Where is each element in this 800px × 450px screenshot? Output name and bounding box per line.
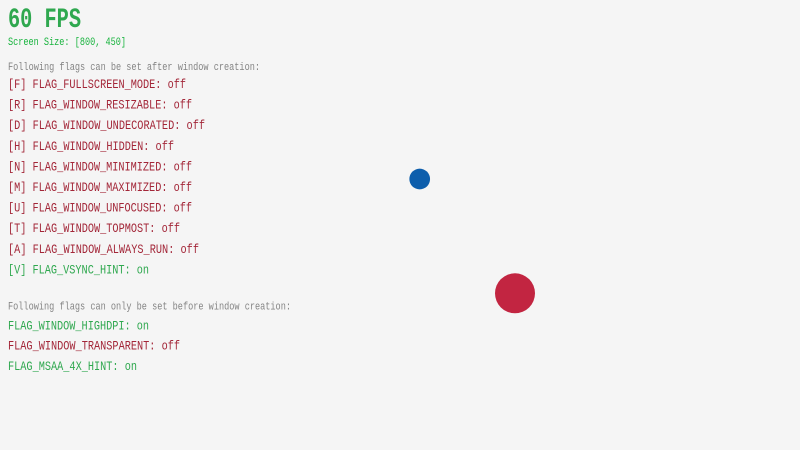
svg-text:FLAG_MSAA_4X_HINT: on: FLAG_MSAA_4X_HINT: on	[8, 359, 137, 374]
svg-text:[T] FLAG_WINDOW_TOPMOST: off: [T] FLAG_WINDOW_TOPMOST: off	[8, 221, 180, 236]
svg-text:[U] FLAG_WINDOW_UNFOCUSED: off: [U] FLAG_WINDOW_UNFOCUSED: off	[8, 201, 192, 216]
svg-text:Following flags can be set aft: Following flags can be set after window …	[8, 62, 260, 74]
svg-text:60 FPS: 60 FPS	[8, 5, 81, 36]
svg-text:[D] FLAG_WINDOW_UNDECORATED: o: [D] FLAG_WINDOW_UNDECORATED: off	[8, 118, 205, 133]
svg-text:Screen Size: [800, 450]: Screen Size: [800, 450]	[8, 37, 126, 49]
svg-text:[A] FLAG_WINDOW_ALWAYS_RUN: of: [A] FLAG_WINDOW_ALWAYS_RUN: off	[8, 242, 199, 257]
svg-text:[N] FLAG_WINDOW_MINIMIZED: off: [N] FLAG_WINDOW_MINIMIZED: off	[8, 159, 192, 174]
svg-text:[R] FLAG_WINDOW_RESIZABLE: off: [R] FLAG_WINDOW_RESIZABLE: off	[8, 98, 192, 113]
svg-text:[H] FLAG_WINDOW_HIDDEN: off: [H] FLAG_WINDOW_HIDDEN: off	[8, 139, 174, 154]
svg-text:[F] FLAG_FULLSCREEN_MODE: off: [F] FLAG_FULLSCREEN_MODE: off	[8, 77, 186, 92]
svg-text:[M] FLAG_WINDOW_MAXIMIZED: off: [M] FLAG_WINDOW_MAXIMIZED: off	[8, 180, 192, 195]
svg-text:Following flags can only be se: Following flags can only be set before w…	[8, 302, 291, 314]
svg-text:[V] FLAG_VSYNC_HINT: on: [V] FLAG_VSYNC_HINT: on	[8, 262, 149, 277]
svg-text:FLAG_WINDOW_HIGHDPI: on: FLAG_WINDOW_HIGHDPI: on	[8, 318, 149, 333]
svg-text:FLAG_WINDOW_TRANSPARENT: off: FLAG_WINDOW_TRANSPARENT: off	[8, 338, 180, 353]
